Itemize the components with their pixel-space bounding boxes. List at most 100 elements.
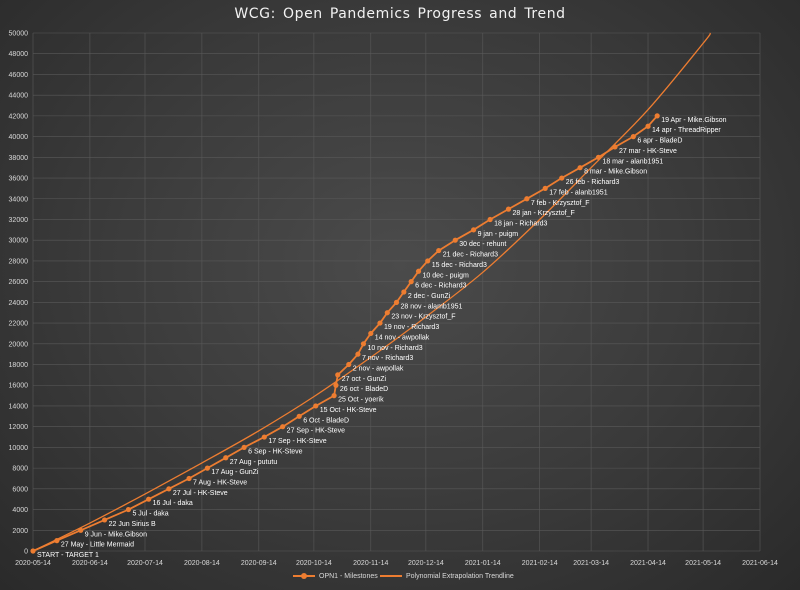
milestone-marker — [223, 455, 229, 461]
y-tick-label: 32000 — [9, 217, 29, 224]
milestone-label: 10 nov - Richard3 — [367, 345, 422, 352]
milestone-marker — [654, 113, 660, 119]
x-tick-label: 2021-05-14 — [685, 560, 721, 567]
milestone-label: 6 Oct - BladeD — [303, 417, 349, 424]
y-tick-label: 2000 — [12, 528, 28, 535]
milestone-label: 7 nov - Richard3 — [362, 355, 413, 362]
milestone-marker — [355, 351, 361, 357]
x-tick-label: 2020-09-14 — [241, 560, 277, 567]
milestone-label: 17 feb - alanb1951 — [549, 189, 607, 196]
milestone-marker — [393, 299, 400, 305]
milestone-label: 9 jan - puigm — [478, 231, 519, 238]
milestone-marker — [296, 413, 302, 419]
x-tick-label: 2020-07-14 — [127, 560, 163, 567]
milestone-marker — [542, 185, 548, 191]
legend-label-milestones: OPN1 - Milestones — [319, 572, 378, 580]
y-tick-label: 42000 — [9, 113, 29, 120]
milestone-marker — [166, 486, 172, 492]
milestone-label: 6 Sep - HK-Steve — [248, 448, 303, 455]
y-tick-label: 46000 — [9, 72, 29, 79]
legend-swatch-trendline — [380, 572, 402, 580]
milestone-label: 6 dec - Richard3 — [415, 283, 466, 290]
milestone-marker — [612, 144, 618, 150]
legend-item-trendline: Polynomial Extrapolation Trendline — [380, 572, 514, 580]
milestone-marker — [487, 216, 493, 223]
milestone-label: 19 Apr - Mike.Gibson — [661, 117, 726, 124]
milestone-label: 27 Jul - HK-Steve — [173, 490, 228, 497]
x-tick-label: 2021-03-14 — [573, 560, 609, 567]
milestone-label: START - TARGET 1 — [37, 552, 99, 559]
milestone-label: 10 dec - puigm — [423, 272, 469, 279]
milestone-label: 30 dec - rehunt — [459, 241, 506, 248]
milestone-label: 7 feb - Krzysztof_F — [531, 200, 590, 207]
y-tick-label: 4000 — [12, 507, 28, 514]
x-tick-label: 2020-11-14 — [353, 560, 388, 567]
milestone-marker — [425, 258, 431, 264]
milestone-label: 17 Sep - HK-Steve — [268, 438, 326, 445]
milestone-label: 14 apr - ThreadRipper — [652, 127, 721, 134]
y-tick-label: 14000 — [9, 403, 29, 410]
milestone-label: 9 Jun - Mike.Gibson — [85, 531, 147, 538]
x-tick-label: 2020-10-14 — [296, 560, 332, 567]
milestones-line — [32, 115, 658, 552]
milestone-marker — [54, 538, 60, 544]
milestone-marker — [101, 517, 108, 523]
y-tick-label: 34000 — [9, 196, 29, 203]
milestone-marker — [125, 506, 132, 513]
milestone-label: 26 oct - BladeD — [340, 386, 388, 393]
legend-swatch-milestones — [293, 572, 315, 580]
milestone-label: 16 Jul - daka — [153, 500, 193, 507]
milestone-marker — [335, 372, 341, 378]
y-tick-label: 38000 — [9, 155, 29, 162]
milestone-marker — [331, 393, 337, 399]
legend-item-milestones: OPN1 - Milestones — [293, 572, 378, 580]
series-lines — [30, 32, 711, 554]
milestone-marker — [368, 330, 374, 337]
milestone-marker — [408, 279, 414, 285]
axis-labels: 0 2000 4000 6000 8000 10000 12000 14000 16000 180… — [9, 31, 778, 568]
milestone-label: 28 nov - alamb1951 — [401, 303, 463, 310]
milestone-label: 23 nov - Krzysztof_F — [391, 314, 455, 321]
x-tick-label: 2021-01-14 — [465, 560, 501, 567]
milestone-marker — [384, 310, 390, 316]
y-tick-label: 40000 — [9, 134, 29, 141]
milestone-label: 2 dec - GunZi — [408, 293, 451, 300]
y-tick-label: 30000 — [9, 238, 29, 245]
milestone-label: 28 jan - Krzysztof_F — [512, 210, 574, 217]
y-tick-label: 10000 — [9, 445, 29, 452]
grid-lines — [32, 32, 761, 552]
y-tick-label: 8000 — [12, 466, 28, 473]
milestone-marker — [595, 154, 602, 160]
milestone-label: 7 Aug - HK-Steve — [193, 479, 247, 486]
milestone-label: 15 Oct - HK-Steve — [320, 407, 377, 414]
chart-legend: OPN1 - Milestones Polynomial Extrapolati… — [0, 572, 800, 586]
milestone-marker — [333, 382, 339, 388]
milestone-label: 8 mar - Mike.Gibson — [584, 169, 647, 176]
y-tick-label: 50000 — [9, 31, 29, 38]
x-tick-label: 2020-08-14 — [184, 560, 220, 567]
milestone-marker — [280, 424, 286, 430]
milestone-label: 25 Oct - yoerik — [338, 397, 384, 404]
x-tick-label: 2020-05-14 — [15, 560, 51, 567]
milestone-label: 5 Jul - daka — [132, 511, 168, 518]
milestone-label: 14 nov - awpollak — [375, 334, 430, 341]
y-tick-label: 28000 — [9, 258, 29, 265]
y-tick-label: 48000 — [9, 51, 29, 58]
milestone-marker — [436, 247, 442, 254]
milestone-label: 19 nov - Richard3 — [384, 324, 439, 331]
milestone-label: 27 Aug - pututu — [230, 459, 278, 466]
milestone-marker — [577, 165, 583, 171]
milestone-marker — [146, 496, 152, 502]
y-tick-label: 18000 — [9, 362, 29, 369]
milestone-marker — [401, 289, 407, 295]
chart-title: WCG: Open Pandemics Progress and Trend — [234, 6, 566, 22]
y-tick-label: 6000 — [12, 486, 28, 493]
legend-label-trendline: Polynomial Extrapolation Trendline — [406, 572, 514, 580]
y-tick-label: 44000 — [9, 93, 29, 100]
milestone-marker — [524, 196, 530, 202]
y-tick-label: 24000 — [9, 300, 29, 307]
milestone-label: 18 jan - Richard3 — [494, 220, 547, 227]
milestone-label: 21 dec - Richard3 — [443, 252, 498, 259]
x-tick-label: 2021-02-14 — [522, 560, 558, 567]
